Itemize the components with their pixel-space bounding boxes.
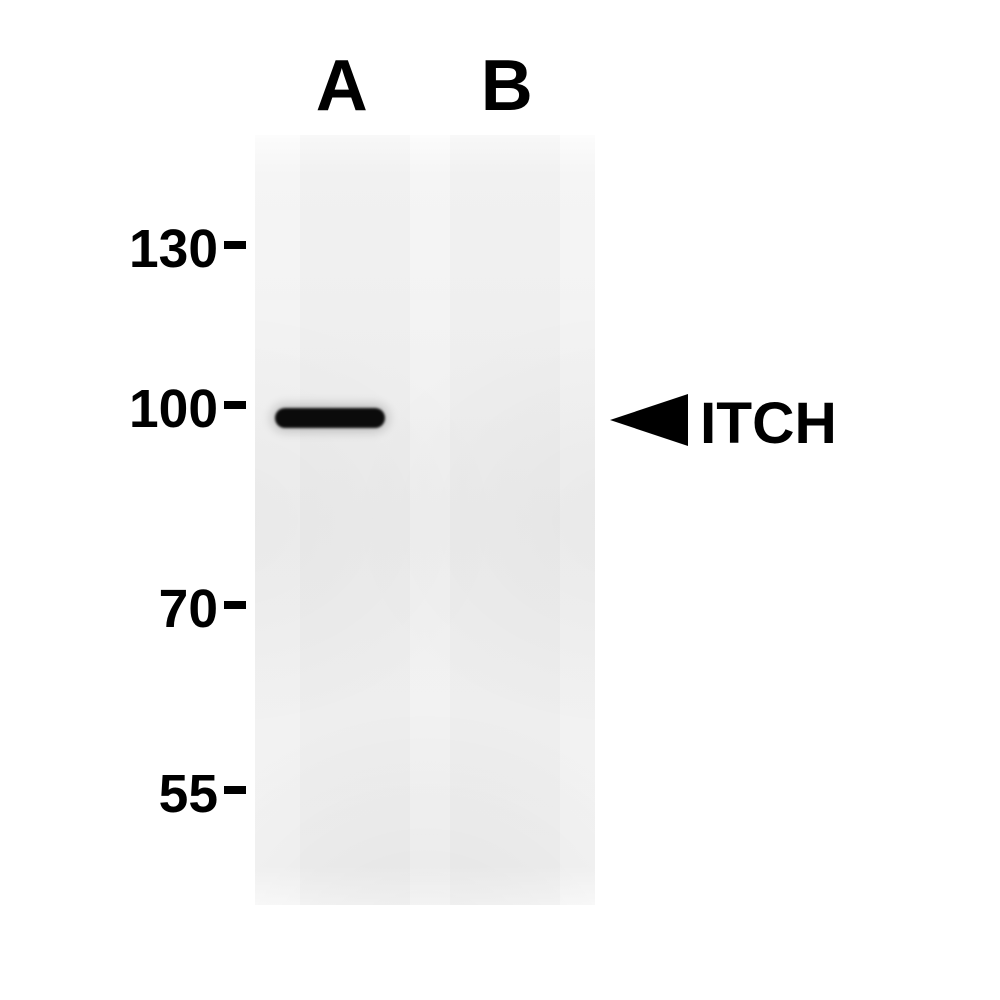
mw-tick-55 [224, 786, 246, 794]
lane-label-a: A [316, 45, 368, 127]
band-lane-a-itch [275, 408, 385, 428]
mw-marker-55: 55 [88, 764, 218, 825]
mw-marker-70: 70 [88, 579, 218, 640]
mw-tick-70 [224, 601, 246, 609]
lane-label-b: B [481, 45, 533, 127]
mw-marker-130: 130 [88, 219, 218, 280]
blot-membrane [255, 135, 595, 905]
mw-tick-100 [224, 401, 246, 409]
target-label: ITCH [700, 390, 837, 457]
mw-tick-130 [224, 241, 246, 249]
target-arrow-icon [610, 394, 688, 446]
mw-marker-100: 100 [88, 379, 218, 440]
figure-canvas: A B 130 100 70 55 ITCH [0, 0, 1000, 1000]
